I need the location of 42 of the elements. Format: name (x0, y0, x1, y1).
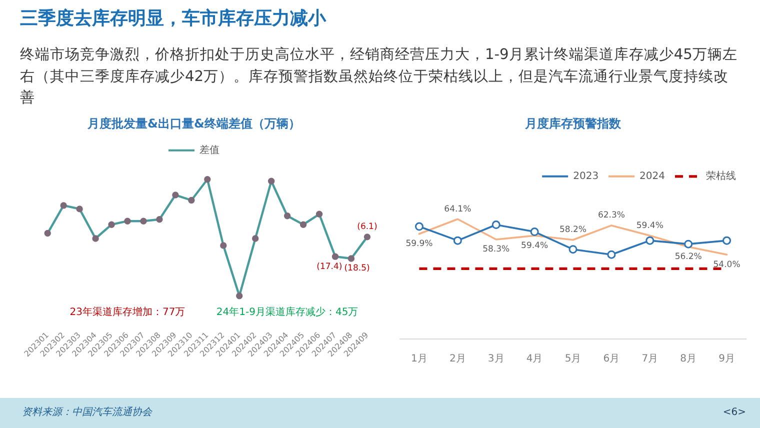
point (607, 250, 616, 259)
chart-title: 月度库存预警指数 (524, 116, 622, 130)
data-label: (17.4) (316, 262, 342, 272)
legend-label: 差值 (200, 144, 220, 156)
data-label: 59.9% (406, 239, 433, 250)
point (722, 236, 732, 245)
point (414, 222, 424, 231)
data-label: 59.4% (636, 220, 664, 231)
data-label: 58.2% (559, 225, 587, 236)
data-label: 54.0% (713, 260, 740, 270)
data-label: 56.2% (674, 252, 702, 262)
text: <6> (722, 406, 746, 420)
data-label: 58.3% (482, 244, 510, 255)
legend-label: 荣枯线 (706, 170, 736, 182)
text: 资料来源：中国汽车流通协会 (22, 406, 152, 420)
point (453, 236, 462, 245)
point (492, 220, 500, 230)
data-label: (18.5) (344, 264, 370, 274)
x-tick-label: 5月 (564, 354, 582, 365)
chart-title: 月度批发量&出口量&终端差值（万辆） (86, 116, 300, 130)
text: 23年渠道库存增加：77万 (70, 306, 186, 318)
data-label: (6.1) (357, 222, 378, 232)
x-tick-label: 3月 (488, 354, 504, 365)
point (530, 228, 539, 236)
x-tick-label: 9月 (718, 354, 735, 365)
legend-label: 2023 (573, 170, 599, 182)
point (568, 245, 578, 254)
x-tick-label: 4月 (526, 354, 543, 365)
text: 三季度去库存明显，车市库存压力减小 (20, 7, 326, 30)
x-tick-label: 8月 (680, 354, 697, 365)
data-label: 59.4% (521, 240, 548, 251)
text: 24年1-9月渠道库存减少：45万 (216, 306, 358, 318)
point (684, 240, 693, 248)
text: 终端市场竞争激烈，价格折扣处于历史高位水平，经销商经营压力大，1-9月累计终端渠道库存减少45万辆左右（其中三季度库存减少42万）。库存预警指数虽然始终位于荣枯线以上，但是汽车流通行业景气度持续改善 (20, 45, 738, 108)
legend-label: 2024 (640, 170, 666, 182)
data-label: 64.1% (444, 204, 472, 214)
x-tick-label: 7月 (642, 354, 658, 365)
x-tick-label: 6月 (603, 354, 620, 365)
point (646, 236, 654, 245)
data-label: 62.3% (598, 210, 625, 221)
x-tick-label: 2月 (449, 354, 466, 365)
x-tick-label: 1月 (411, 354, 428, 365)
